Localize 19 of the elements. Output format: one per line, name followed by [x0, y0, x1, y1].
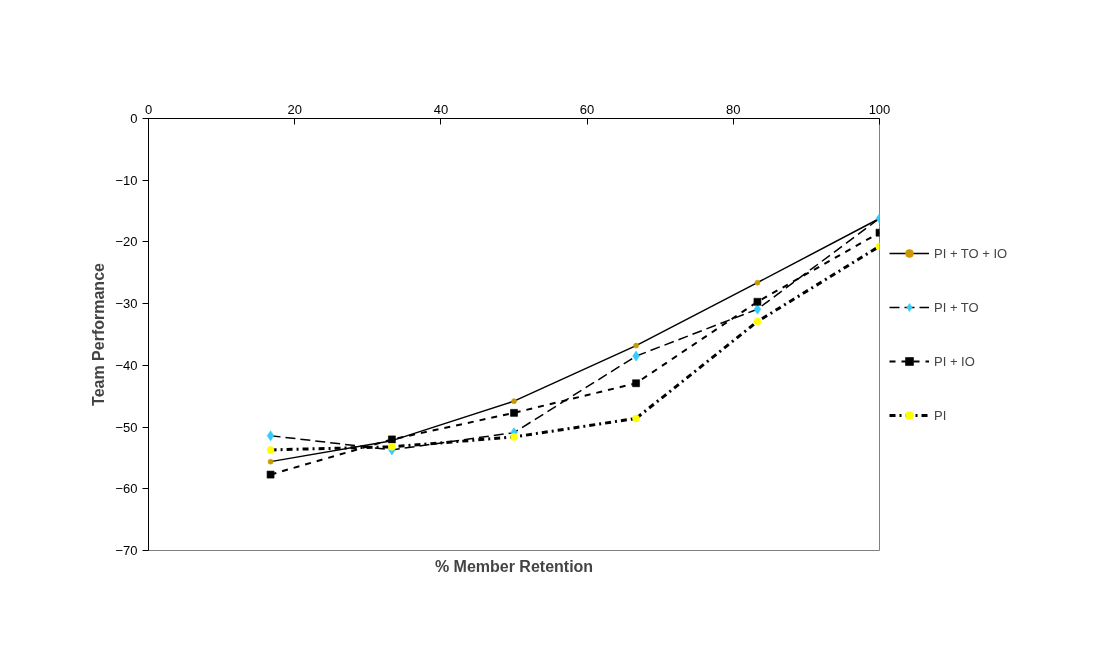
legend-label: PI	[934, 407, 948, 423]
y-tick-label: −10	[115, 172, 138, 188]
y-tick-label: −30	[115, 296, 138, 312]
legend-label: PI + TO	[934, 299, 979, 315]
x-tick-label: 100	[868, 101, 891, 117]
x-tick-label: 60	[579, 101, 595, 117]
x-axis-title: % Member Retention	[434, 557, 594, 575]
y-tick-label: −40	[115, 357, 138, 373]
y-tick-label: −20	[115, 234, 138, 250]
x-tick-label: 0	[144, 101, 153, 117]
x-tick-label: 20	[287, 101, 302, 117]
legend-label: PI + TO + IO	[934, 245, 1008, 261]
y-tick-label: −50	[115, 419, 138, 435]
y-tick-label: −60	[115, 481, 138, 497]
y-tick-label: −70	[115, 543, 138, 558]
legend-label: PI + IO	[934, 353, 975, 369]
x-tick-label: 80	[726, 101, 741, 117]
y-axis-title: Team Performance	[90, 262, 108, 406]
x-tick-label: 40	[433, 101, 449, 117]
